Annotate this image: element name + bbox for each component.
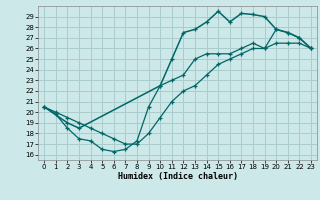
X-axis label: Humidex (Indice chaleur): Humidex (Indice chaleur) xyxy=(118,172,238,181)
